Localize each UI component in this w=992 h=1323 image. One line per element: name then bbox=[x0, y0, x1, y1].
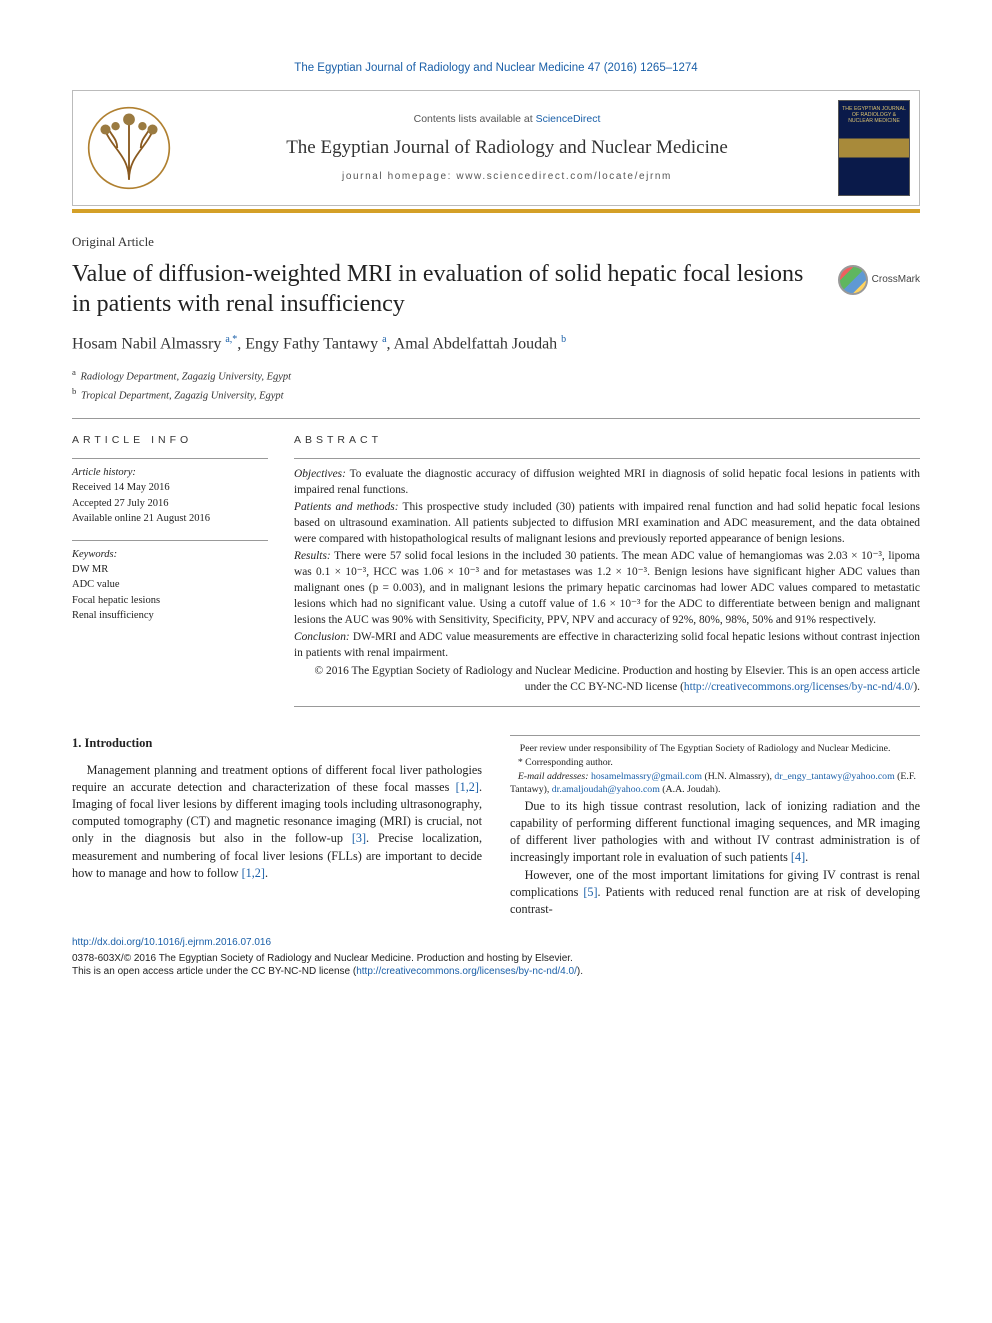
body-paragraph: Due to its high tissue contrast resoluti… bbox=[510, 798, 920, 866]
abstract-heading: ABSTRACT bbox=[294, 433, 920, 448]
article-body: 1. Introduction Management planning and … bbox=[72, 735, 920, 918]
affiliation: b Tropical Department, Zagazig Universit… bbox=[72, 385, 920, 404]
elsevier-tree-icon bbox=[87, 106, 171, 190]
crossmark-label: CrossMark bbox=[872, 273, 920, 287]
doi-link[interactable]: http://dx.doi.org/10.1016/j.ejrnm.2016.0… bbox=[72, 937, 271, 948]
journal-name: The Egyptian Journal of Radiology and Nu… bbox=[189, 135, 825, 162]
keywords-block: Keywords: DW MRADC valueFocal hepatic le… bbox=[72, 540, 268, 623]
divider bbox=[294, 706, 920, 707]
keyword: ADC value bbox=[72, 577, 268, 592]
accent-bar bbox=[72, 209, 920, 213]
history-line: Available online 21 August 2016 bbox=[72, 511, 268, 526]
journal-homepage: journal homepage: www.sciencedirect.com/… bbox=[189, 170, 825, 184]
article-info-heading: ARTICLE INFO bbox=[72, 433, 268, 448]
abstract-body: Objectives: To evaluate the diagnostic a… bbox=[294, 467, 920, 696]
open-access-line: This is an open access article under the… bbox=[72, 965, 920, 979]
body-paragraph: Management planning and treatment option… bbox=[72, 762, 482, 882]
email-link[interactable]: dr.amaljoudah@yahoo.com bbox=[552, 784, 660, 795]
keyword: DW MR bbox=[72, 562, 268, 577]
article-title: Value of diffusion-weighted MRI in evalu… bbox=[72, 259, 826, 319]
sciencedirect-link[interactable]: ScienceDirect bbox=[536, 113, 601, 125]
footnotes: Peer review under responsibility of The … bbox=[510, 735, 920, 797]
cover-thumb-text: THE EGYPTIAN JOURNAL OF RADIOLOGY & NUCL… bbox=[839, 107, 909, 124]
body-paragraph: However, one of the most important limit… bbox=[510, 867, 920, 918]
ref-link[interactable]: [5] bbox=[583, 885, 597, 899]
history-line: Accepted 27 July 2016 bbox=[72, 496, 268, 511]
email-link[interactable]: dr_engy_tantawy@yahoo.com bbox=[774, 771, 894, 782]
journal-masthead: Contents lists available at ScienceDirec… bbox=[72, 90, 920, 206]
history-line: Received 14 May 2016 bbox=[72, 480, 268, 495]
divider bbox=[72, 418, 920, 419]
contents-available-line: Contents lists available at ScienceDirec… bbox=[189, 112, 825, 127]
contents-prefix: Contents lists available at bbox=[414, 113, 536, 125]
email-addresses: E-mail addresses: hosamelmassry@gmail.co… bbox=[510, 770, 920, 796]
crossmark-widget[interactable]: CrossMark bbox=[838, 265, 920, 295]
abs-results-label: Results: bbox=[294, 550, 331, 562]
cc-license-link-footer[interactable]: http://creativecommons.org/licenses/by-n… bbox=[356, 966, 577, 977]
divider bbox=[294, 458, 920, 459]
copyright-tail: ). bbox=[913, 681, 920, 693]
running-head: The Egyptian Journal of Radiology and Nu… bbox=[72, 60, 920, 76]
oa-suffix: ). bbox=[577, 966, 583, 977]
section-heading-intro: 1. Introduction bbox=[72, 735, 482, 753]
abs-conclusion-label: Conclusion: bbox=[294, 631, 350, 643]
abs-objectives-label: Objectives: bbox=[294, 468, 346, 480]
ref-link[interactable]: [1,2] bbox=[456, 780, 479, 794]
peer-review-note: Peer review under responsibility of The … bbox=[510, 742, 920, 755]
article-type: Original Article bbox=[72, 233, 920, 251]
ref-link[interactable]: [1,2] bbox=[242, 866, 265, 880]
article-history: Article history: Received 14 May 2016Acc… bbox=[72, 458, 268, 526]
ref-link[interactable]: [4] bbox=[791, 850, 805, 864]
affiliation: a Radiology Department, Zagazig Universi… bbox=[72, 366, 920, 385]
history-label: Article history: bbox=[72, 465, 268, 480]
abstract-copyright: © 2016 The Egyptian Society of Radiology… bbox=[294, 664, 920, 696]
journal-cover-thumb: THE EGYPTIAN JOURNAL OF RADIOLOGY & NUCL… bbox=[829, 91, 919, 205]
page-footer: http://dx.doi.org/10.1016/j.ejrnm.2016.0… bbox=[72, 936, 920, 979]
affiliations: a Radiology Department, Zagazig Universi… bbox=[72, 366, 920, 404]
crossmark-icon bbox=[838, 265, 868, 295]
cc-license-link[interactable]: http://creativecommons.org/licenses/by-n… bbox=[684, 681, 913, 693]
corresponding-author-note: * Corresponding author. bbox=[510, 756, 920, 769]
keywords-label: Keywords: bbox=[72, 547, 268, 562]
keyword: Renal insufficiency bbox=[72, 608, 268, 623]
ref-link[interactable]: [3] bbox=[352, 831, 366, 845]
abs-methods-label: Patients and methods: bbox=[294, 501, 399, 513]
issn-copyright-line: 0378-603X/© 2016 The Egyptian Society of… bbox=[72, 952, 920, 966]
oa-prefix: This is an open access article under the… bbox=[72, 966, 356, 977]
abs-objectives: To evaluate the diagnostic accuracy of d… bbox=[294, 468, 920, 496]
email-link[interactable]: hosamelmassry@gmail.com bbox=[591, 771, 702, 782]
abs-results: There were 57 solid focal lesions in the… bbox=[294, 550, 920, 626]
abs-conclusion: DW-MRI and ADC value measurements are ef… bbox=[294, 631, 920, 659]
publisher-logo bbox=[73, 91, 185, 205]
cover-thumbnail-icon: THE EGYPTIAN JOURNAL OF RADIOLOGY & NUCL… bbox=[838, 100, 910, 196]
author-list: Hosam Nabil Almassry a,*, Engy Fathy Tan… bbox=[72, 333, 920, 356]
keyword: Focal hepatic lesions bbox=[72, 593, 268, 608]
